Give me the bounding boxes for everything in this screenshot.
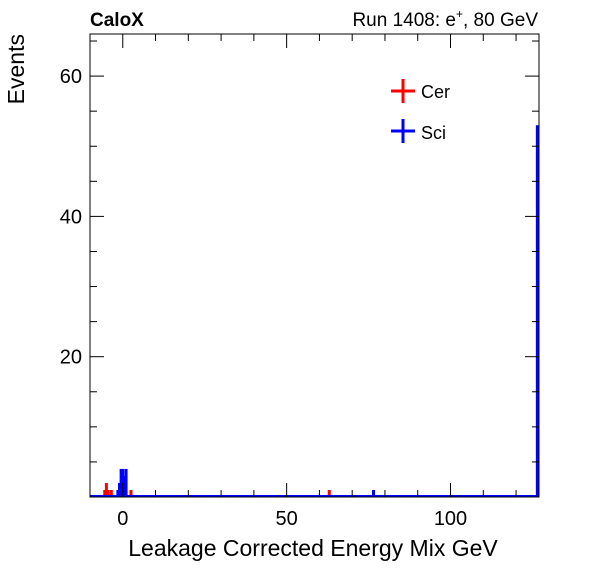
- y-axis-title: Events: [3, 34, 29, 104]
- run-superscript: +: [456, 7, 463, 21]
- legend-cer-label: Cer: [421, 82, 450, 102]
- run-label: Run 1408: e+, 80 GeV: [352, 7, 538, 31]
- y-tick-label: 20: [60, 347, 82, 369]
- x-tick-label: 100: [434, 508, 467, 530]
- legend-sci-label: Sci: [421, 123, 446, 143]
- axis-ticks: 0 50 100 20 40 60: [60, 34, 539, 530]
- plot-frame: [89, 33, 540, 498]
- brand-label: CaloX: [90, 10, 144, 31]
- x-tick-label: 0: [117, 508, 128, 530]
- y-tick-label: 60: [60, 66, 82, 88]
- legend-item-sci: Sci: [391, 119, 446, 143]
- bars-group: [90, 125, 539, 497]
- x-axis-title: Leakage Corrected Energy Mix GeV: [128, 535, 498, 561]
- legend-item-cer: Cer: [391, 79, 450, 103]
- legend: Cer Sci: [391, 79, 450, 143]
- y-tick-label: 40: [60, 206, 82, 228]
- x-tick-label: 50: [276, 508, 298, 530]
